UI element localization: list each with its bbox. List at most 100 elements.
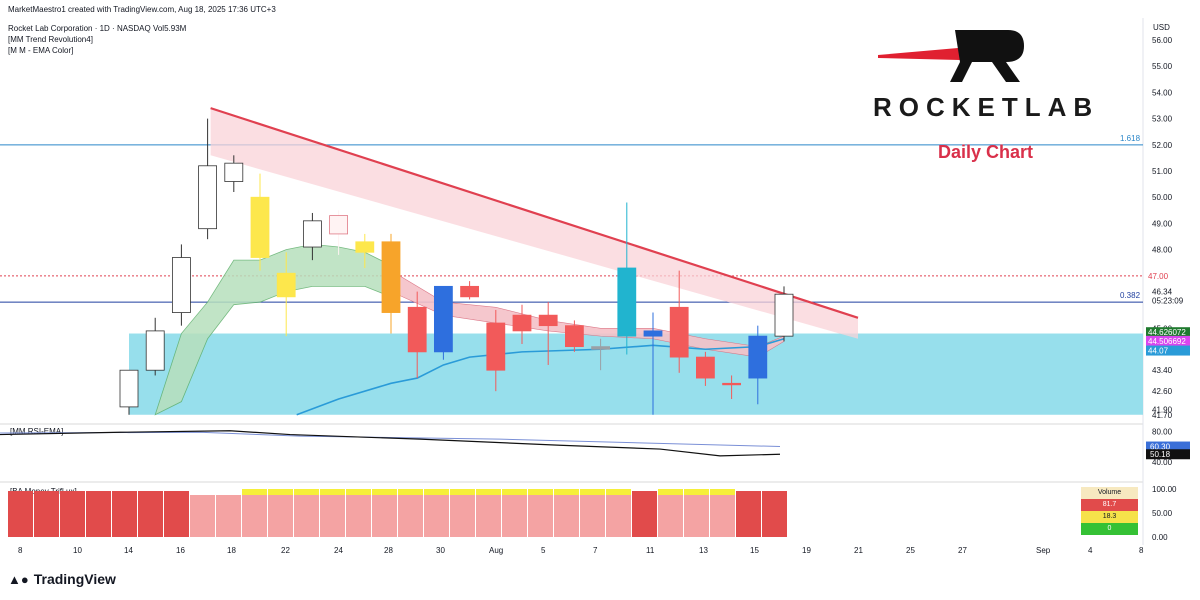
money-flux-bar bbox=[580, 495, 605, 537]
money-flux-bar-top bbox=[424, 489, 449, 495]
rocketlab-logo-text: ROCKETLAB bbox=[873, 92, 1100, 122]
time-tick-label: 28 bbox=[384, 546, 393, 555]
money-flux-bar bbox=[112, 491, 137, 537]
bar-countdown-label: 05:23:09 bbox=[1152, 297, 1184, 306]
rsi-ema-line bbox=[0, 431, 781, 448]
rsi-line bbox=[0, 430, 781, 457]
money-flux-bar bbox=[86, 491, 111, 537]
candle-body bbox=[486, 322, 506, 371]
money-flux-bar-top bbox=[450, 489, 475, 495]
candle-body bbox=[381, 241, 401, 313]
time-tick-label: 8 bbox=[1139, 546, 1144, 555]
descending-trendline bbox=[210, 107, 859, 319]
money-flux-bar-top bbox=[684, 489, 709, 495]
time-tick-label: 8 bbox=[18, 546, 23, 555]
money-flux-bar bbox=[398, 495, 423, 537]
indicator-label-2[interactable]: [M M - EMA Color] bbox=[8, 46, 74, 55]
money-flux-bar bbox=[294, 495, 319, 537]
ema-c-badge-bg bbox=[1146, 345, 1190, 356]
candle-body bbox=[329, 215, 349, 235]
candle-body bbox=[748, 335, 768, 379]
money-flux-bar-top bbox=[268, 489, 293, 495]
money-flux-bar bbox=[710, 495, 735, 537]
candle-body bbox=[460, 285, 480, 298]
ema-a-badge-bg bbox=[1146, 327, 1190, 338]
price-tick-label: 48.00 bbox=[1152, 246, 1173, 255]
money-flux-bar bbox=[476, 495, 501, 537]
candle-body bbox=[433, 285, 453, 353]
candle-body bbox=[407, 306, 427, 353]
money-flux-bar bbox=[372, 495, 397, 537]
level-47-badge-bg bbox=[1146, 270, 1190, 281]
money-flux-bar bbox=[60, 491, 85, 537]
money-flux-bar-top bbox=[372, 489, 397, 495]
logo-r-icon bbox=[950, 30, 1024, 82]
money-flux-bar-top bbox=[580, 489, 605, 495]
candle-body bbox=[171, 257, 191, 313]
price-tick-label: 41.90 bbox=[1152, 406, 1173, 415]
candle-body bbox=[538, 314, 558, 327]
money-flux-bar bbox=[216, 495, 241, 537]
money-flux-bar-top bbox=[398, 489, 423, 495]
price-tick-label: 49.00 bbox=[1152, 219, 1173, 228]
indicator-label-1[interactable]: [MM Trend Revolution4] bbox=[8, 35, 93, 44]
candle-body bbox=[669, 306, 689, 358]
candle-body bbox=[276, 272, 296, 298]
money-flux-bar-top bbox=[710, 489, 735, 495]
rsi-badge-bg bbox=[1146, 449, 1190, 460]
tradingview-brand[interactable]: ▲● TradingView bbox=[8, 571, 116, 587]
price-tick-label: 52.00 bbox=[1152, 141, 1173, 150]
time-tick-label: 14 bbox=[124, 546, 133, 555]
money-flux-bar bbox=[8, 491, 33, 537]
money-flux-bar bbox=[242, 495, 267, 537]
time-tick-label: 5 bbox=[541, 546, 546, 555]
daily-chart-annotation: Daily Chart bbox=[938, 142, 1034, 162]
money-flux-bar-top bbox=[294, 489, 319, 495]
volume-table: Volume 81.7 18.3 0 bbox=[1081, 487, 1138, 535]
candle-body bbox=[774, 293, 794, 337]
time-tick-label: 10 bbox=[73, 546, 82, 555]
candle-body bbox=[643, 330, 663, 337]
candle-body bbox=[565, 325, 584, 348]
money-flux-bar bbox=[632, 491, 657, 537]
rsi-tick-label: 80.00 bbox=[1152, 428, 1173, 437]
price-tick-label: 43.40 bbox=[1152, 366, 1173, 375]
ema-c-badge: 44.07 bbox=[1148, 347, 1169, 356]
support-zone bbox=[129, 333, 1143, 415]
money-flux-bar bbox=[190, 495, 215, 537]
money-flux-bar bbox=[268, 495, 293, 537]
price-tick-label: 50.00 bbox=[1152, 193, 1173, 202]
ema-a-badge: 44.626072 bbox=[1148, 328, 1186, 337]
candle-body bbox=[302, 220, 322, 248]
money-flux-bar bbox=[528, 495, 553, 537]
money-flux-bar-top bbox=[554, 489, 579, 495]
price-tick-label: 55.00 bbox=[1152, 62, 1173, 71]
money-flux-bar bbox=[320, 495, 345, 537]
time-tick-label: Aug bbox=[489, 546, 503, 555]
money-flux-bar-top bbox=[476, 489, 501, 495]
rsi-tick-label: 40.00 bbox=[1152, 458, 1173, 467]
volume-table-row: 81.7 bbox=[1081, 499, 1138, 511]
time-tick-label: 18 bbox=[227, 546, 236, 555]
money-flux-bar bbox=[606, 495, 631, 537]
rsi-badge: 50.18 bbox=[1150, 450, 1171, 459]
time-tick-label: 21 bbox=[854, 546, 863, 555]
currency-label: USD bbox=[1153, 23, 1170, 32]
money-flux-bar bbox=[554, 495, 579, 537]
price-tick-label: 53.00 bbox=[1152, 115, 1173, 124]
rsi-panel-title: [MM RSI-EMA] bbox=[10, 427, 63, 436]
volume-table-row: 18.3 bbox=[1081, 511, 1138, 523]
candle-body bbox=[198, 165, 218, 230]
money-flux-bar bbox=[138, 491, 163, 537]
candle-body bbox=[591, 346, 610, 350]
money-flux-bar bbox=[736, 491, 761, 537]
time-tick-label: 7 bbox=[593, 546, 598, 555]
candle-body bbox=[355, 241, 375, 253]
candle-body bbox=[250, 196, 270, 258]
money-flux-tick-label: 50.00 bbox=[1152, 509, 1173, 518]
candle-body bbox=[145, 330, 165, 371]
price-tick-label: 54.00 bbox=[1152, 88, 1173, 97]
money-flux-bar-top bbox=[502, 489, 527, 495]
rsi-ema-badge-bg bbox=[1146, 441, 1190, 452]
